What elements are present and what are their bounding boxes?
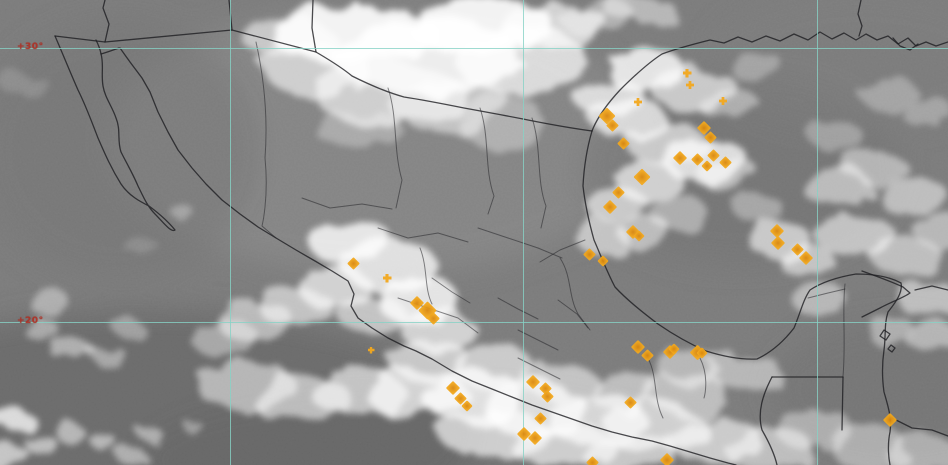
lightning-marker [690,152,704,166]
lightning-marker [602,199,618,215]
lightning-marker [616,136,630,150]
lightning-marker [672,150,688,166]
lightning-marker [686,81,694,89]
lightning-marker [719,97,727,105]
lightning-marker [798,250,814,266]
lightning-marker [346,256,360,270]
lightning-marker [367,346,375,354]
latitude-gridline [0,48,948,49]
latitude-gridline [0,322,948,323]
lightning-marker [706,148,720,162]
lightning-marker [770,235,786,251]
lightning-marker [634,98,642,106]
lightning-marker [623,395,637,409]
lightning-marker [582,247,596,261]
longitude-gridline [230,0,231,465]
lightning-marker [597,255,609,267]
lightning-marker [633,168,651,186]
lightning-marker [790,242,804,256]
lightning-marker [701,160,713,172]
lightning-marker [718,155,732,169]
lightning-marker [682,68,692,78]
lightning-marker [525,374,541,390]
latitude-label: +20° [17,316,44,326]
lightning-marker [640,348,654,362]
lightning-marker [382,273,392,283]
latitude-label: +30° [17,42,44,52]
lightning-marker [882,412,898,428]
lightning-marker [659,452,675,465]
lightning-marker [585,455,599,465]
lightning-marker [533,411,547,425]
lightning-marker [611,185,625,199]
longitude-gridline [523,0,524,465]
longitude-gridline [817,0,818,465]
